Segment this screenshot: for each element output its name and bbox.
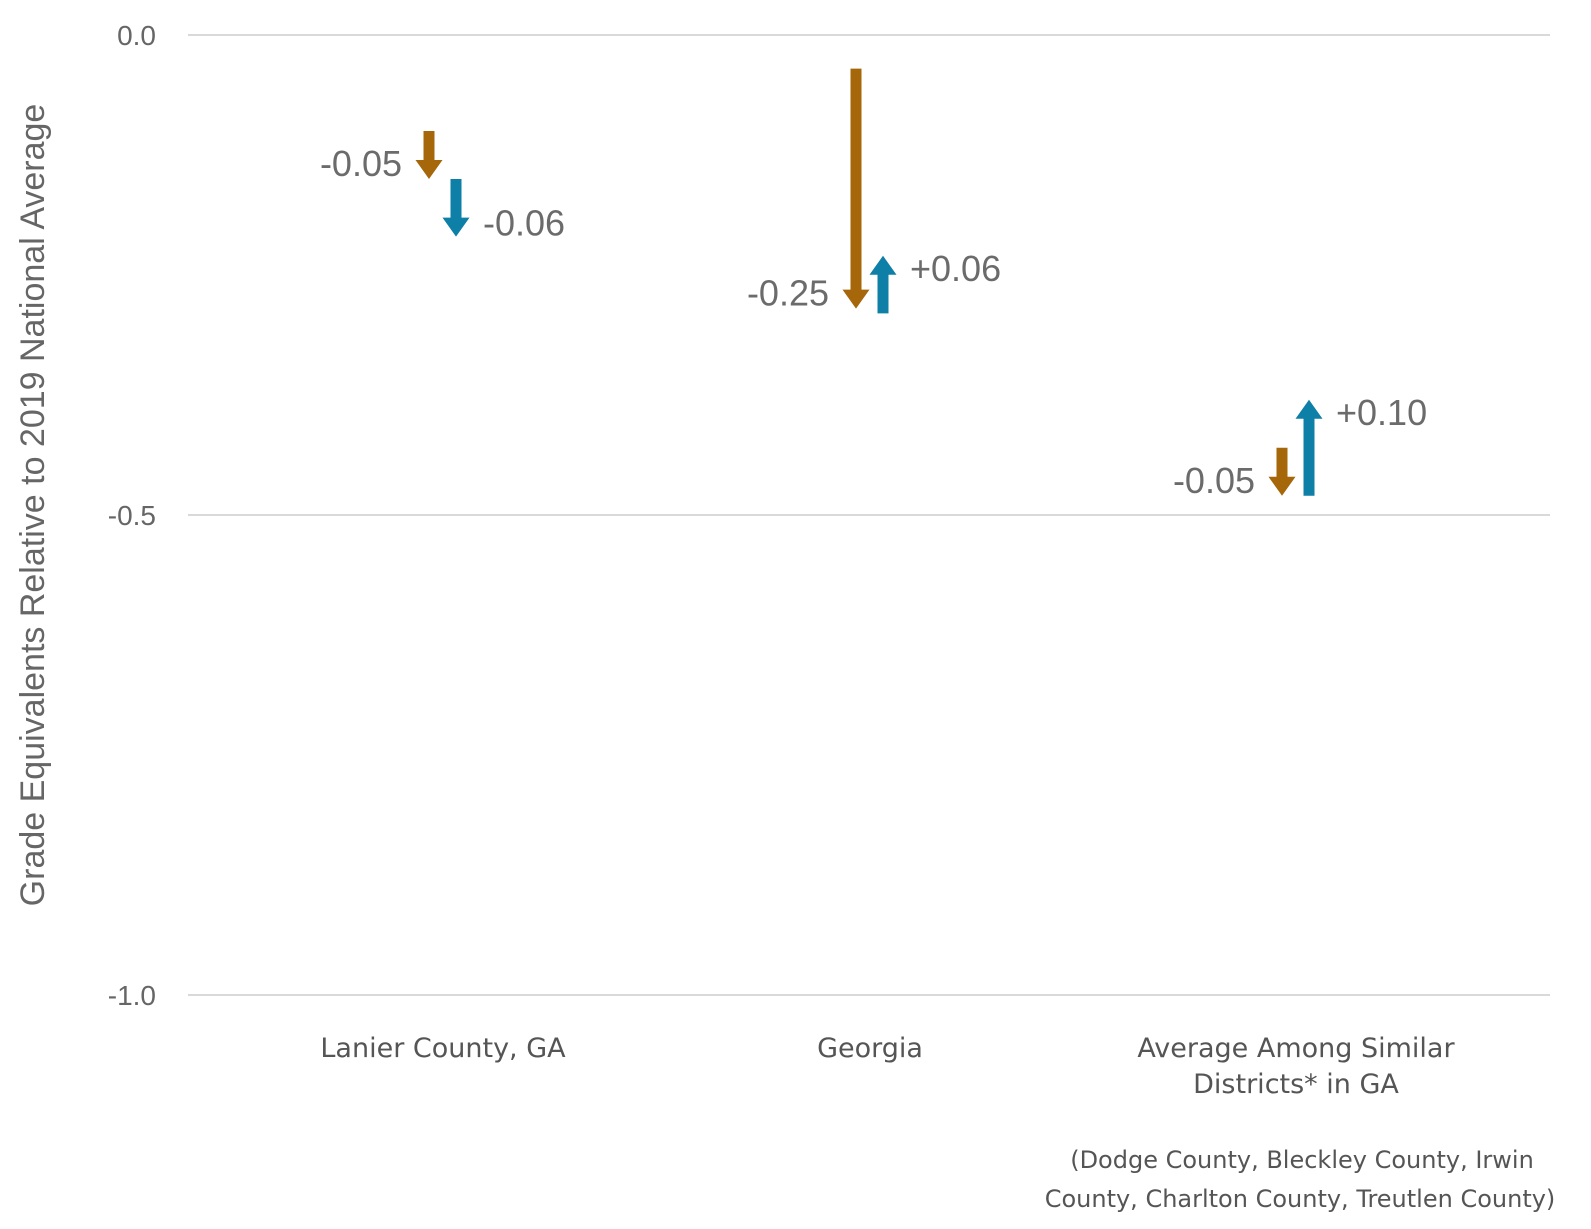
data-label: -0.25	[747, 273, 829, 314]
data-label: -0.05	[1173, 460, 1255, 501]
footnote-text: (Dodge County, Bleckley County, Irwin Cou…	[1045, 1146, 1556, 1213]
footnote: (Dodge County, Bleckley County, Irwin Cou…	[1045, 1146, 1556, 1213]
y-tick-label: -0.5	[108, 500, 156, 531]
arrow-mark: -0.05	[1173, 447, 1296, 501]
arrow-shape	[842, 68, 870, 309]
arrow-mark: -0.25	[747, 68, 870, 314]
data-label: -0.05	[320, 143, 402, 184]
arrows: -0.05 -0.25 -0.05 -0.06 +0.06 +0.10	[320, 68, 1427, 501]
arrow-mark: -0.06	[442, 179, 565, 244]
x-category-label: Georgia	[817, 1033, 923, 1064]
arrow-shape	[415, 131, 443, 179]
arrow-shape	[442, 179, 470, 237]
arrow-shape	[869, 255, 897, 314]
y-tick-labels: 0.0 -0.5 -1.0	[108, 20, 156, 1011]
y-axis-label: Grade Equivalents Relative to 2019 Natio…	[14, 104, 52, 907]
data-label: +0.10	[1336, 392, 1427, 433]
arrow-shape	[1295, 399, 1323, 496]
x-category-label: Lanier County, GA	[320, 1033, 566, 1064]
arrow-mark: +0.06	[869, 248, 1001, 314]
category-labels: Lanier County, GA Georgia Average Among Si…	[320, 1033, 1455, 1100]
arrow-mark: +0.10	[1295, 392, 1427, 496]
arrow-mark: -0.05	[320, 131, 443, 184]
y-tick-label: -1.0	[108, 980, 156, 1011]
data-label: +0.06	[910, 248, 1001, 289]
y-tick-label: 0.0	[117, 20, 156, 51]
gridlines	[188, 34, 1550, 996]
x-category-label: Average Among Similar Districts* in GA	[1137, 1033, 1455, 1100]
arrow-shape	[1268, 447, 1296, 496]
data-label: -0.06	[483, 203, 565, 244]
